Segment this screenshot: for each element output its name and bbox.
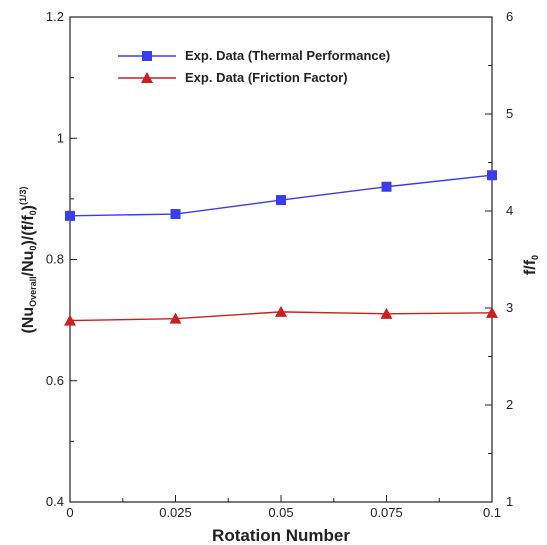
right-y-tick-label: 4: [506, 203, 513, 218]
series-1-point: [170, 209, 181, 220]
series-2-point: [275, 305, 287, 317]
x-tick-label: 0: [66, 505, 73, 520]
ylabel-part-1: (Nu: [20, 307, 37, 334]
right-y-axis-ticks: 1 2 3 4 5 6: [485, 9, 513, 509]
ylabel-part-2: Overall: [28, 276, 38, 307]
ylabel-part-5: )/(f/f: [20, 215, 37, 246]
ylabel-part-6: 0: [28, 210, 38, 215]
series-2-point: [64, 314, 76, 326]
legend-marker-1: [142, 51, 152, 61]
series-2-point: [486, 306, 498, 318]
right-y-tick-label: 5: [506, 106, 513, 121]
left-y-tick-label: 0.6: [46, 373, 64, 388]
left-y-axis-label: (NuOverall/Nu0)/(f/f0)(1/3): [18, 186, 38, 333]
left-y-tick-label: 0.8: [46, 252, 64, 267]
right-y-tick-label: 2: [506, 397, 513, 412]
ylabel-part-8: (1/3): [18, 186, 28, 205]
x-axis-ticks: 0 0.025 0.05 0.075 0.1: [66, 495, 501, 520]
series-layer: [64, 170, 498, 326]
right-ylabel-part-2: 0: [530, 255, 540, 260]
series-1-point: [487, 170, 497, 181]
x-tick-label: 0.025: [159, 505, 192, 520]
ylabel-part-7: ): [20, 205, 37, 210]
series-1-point: [381, 181, 392, 192]
plot-frame: [69, 16, 493, 503]
left-y-axis-ticks: 0.4 0.6 0.8 1 1.2: [46, 9, 77, 509]
x-tick-label: 0.05: [268, 505, 293, 520]
x-tick-label: 0.075: [370, 505, 403, 520]
right-ylabel-part-1: f/f: [522, 259, 539, 275]
series-2-point: [380, 307, 393, 319]
x-axis-label: Rotation Number: [212, 526, 350, 545]
ylabel-part-3: /Nu: [20, 251, 37, 277]
legend-label-2: Exp. Data (Friction Factor): [185, 70, 348, 85]
right-y-tick-label: 3: [506, 300, 513, 315]
legend-label-1: Exp. Data (Thermal Performance): [185, 48, 390, 63]
right-y-tick-label: 6: [506, 9, 513, 24]
left-y-tick-label: 1: [57, 130, 64, 145]
legend: Exp. Data (Thermal Performance) Exp. Data…: [118, 48, 390, 85]
series-1-point: [65, 210, 75, 221]
ylabel-part-4: 0: [28, 246, 38, 251]
legend-marker-2: [141, 72, 153, 83]
right-y-tick-label: 1: [506, 494, 513, 509]
right-y-axis-label: f/f0: [522, 255, 540, 275]
left-y-tick-label: 1.2: [46, 9, 64, 24]
series-2-point: [169, 312, 182, 324]
series-1-point: [276, 195, 286, 206]
x-tick-label: 0.1: [483, 505, 501, 520]
left-y-tick-label: 0.4: [46, 494, 64, 509]
